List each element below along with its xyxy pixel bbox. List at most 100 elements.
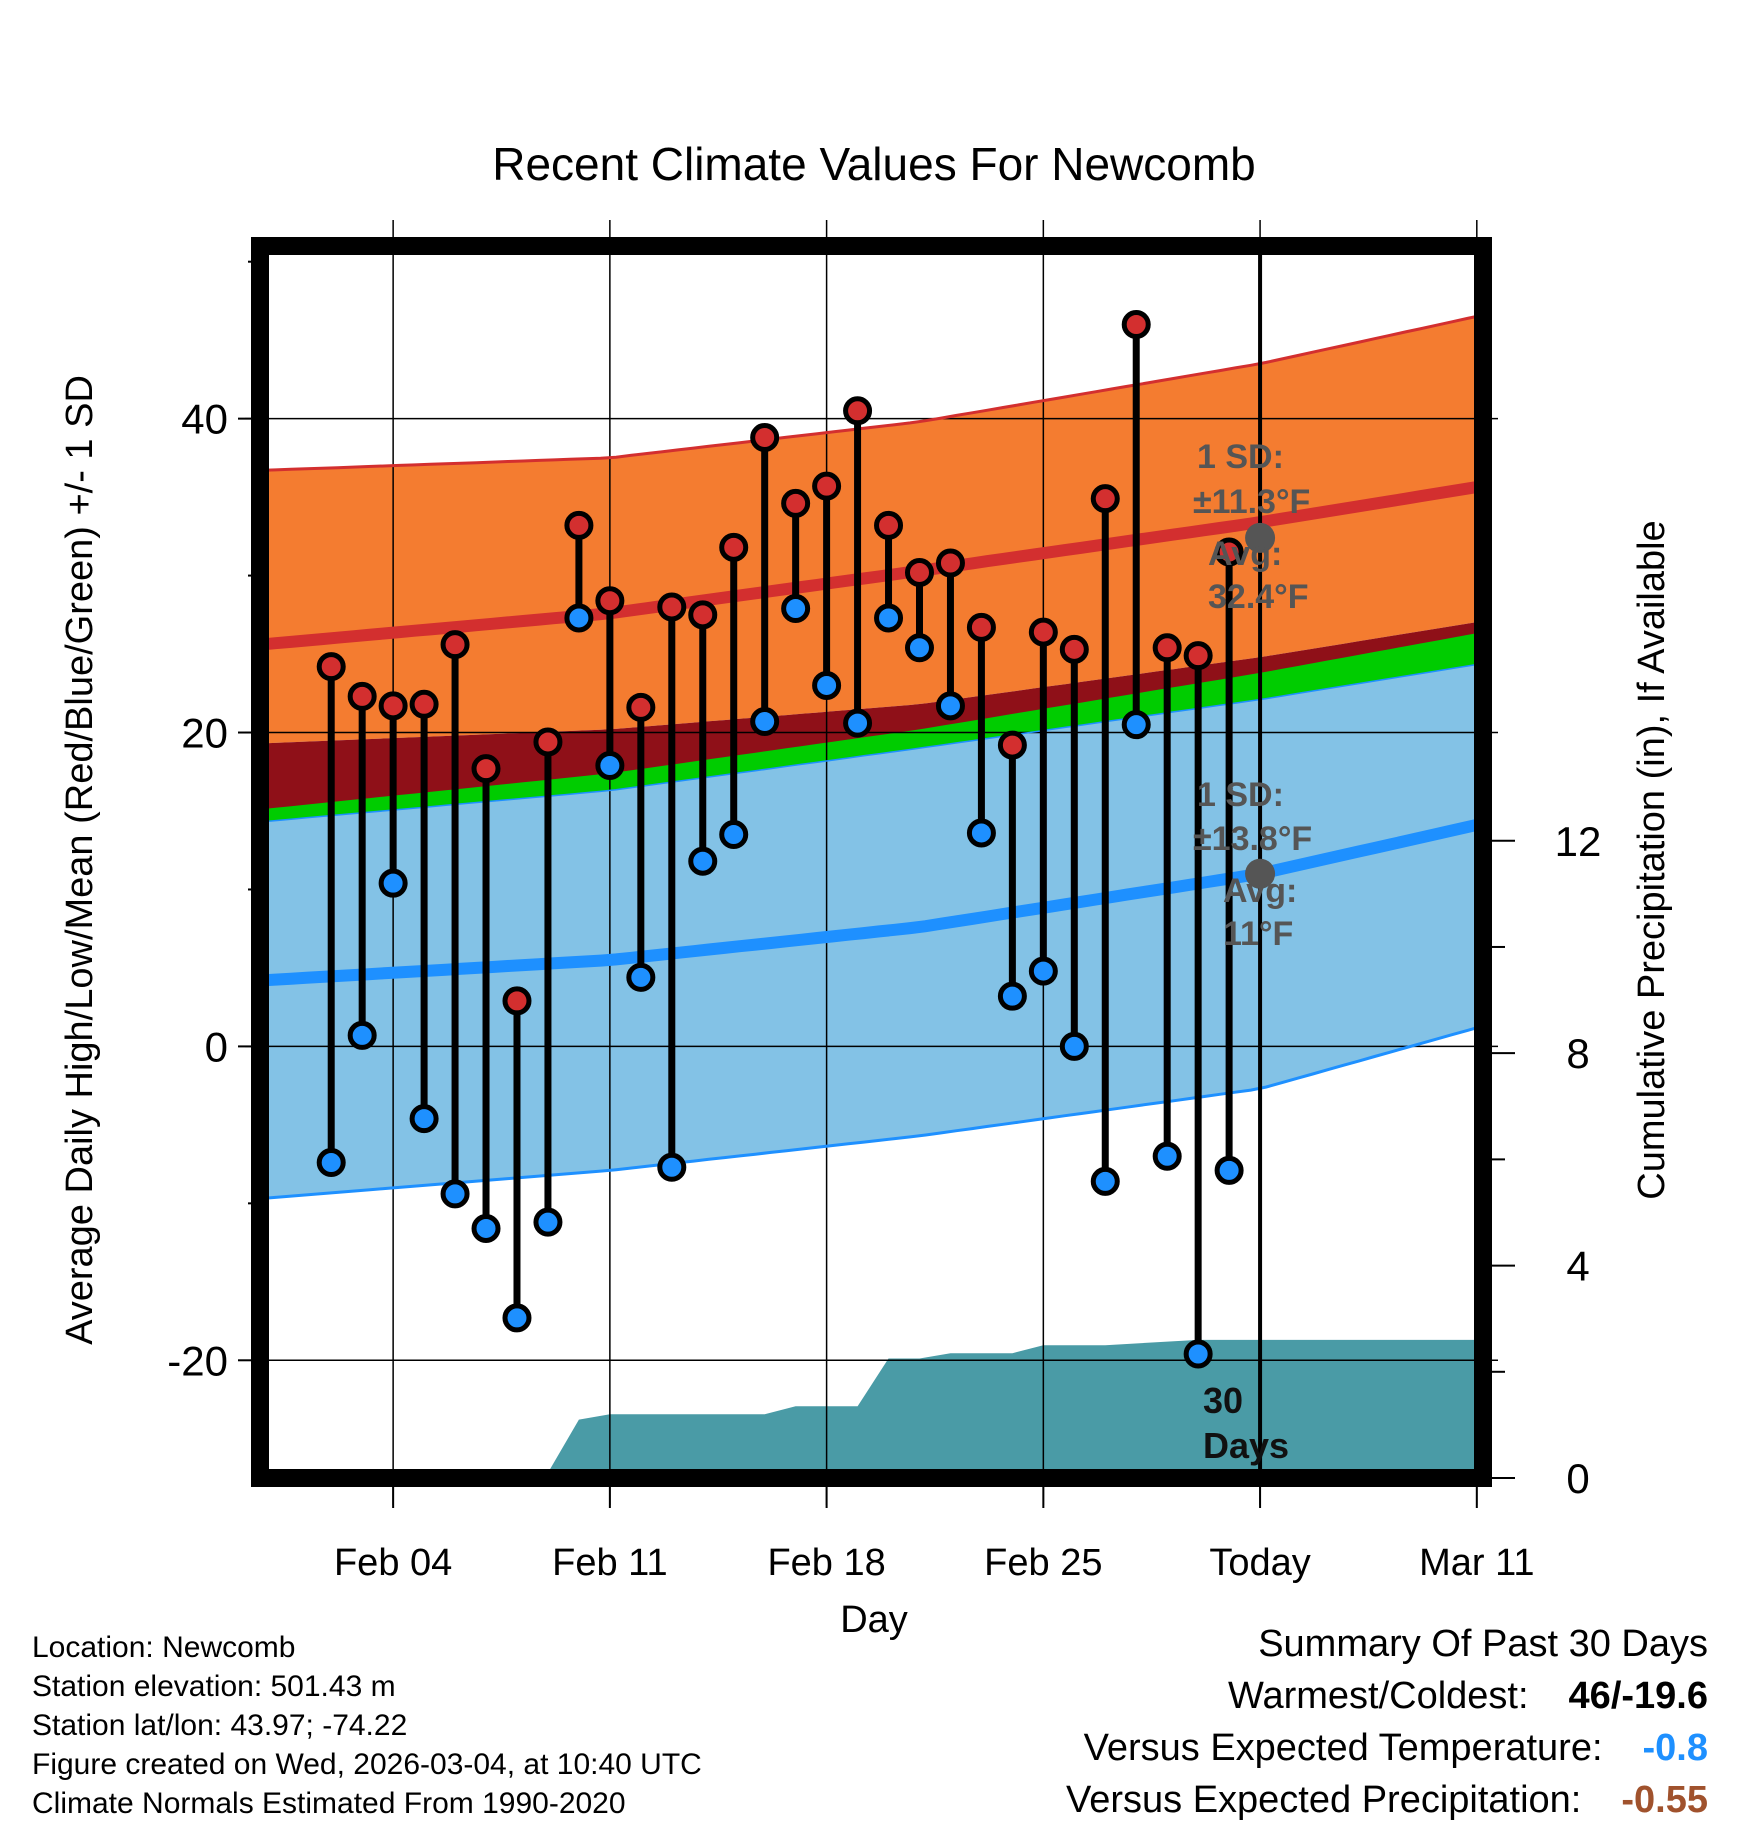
precip-fill <box>510 1339 1483 1478</box>
high-point <box>657 592 687 622</box>
normals-text: Climate Normals Estimated From 1990-2020 <box>32 1787 626 1820</box>
normal-bands <box>260 315 1483 1199</box>
days-label: Days <box>1203 1425 1289 1466</box>
low-point <box>626 962 656 992</box>
low-avg-value: 11°F <box>1223 915 1293 953</box>
high-point <box>843 396 873 426</box>
plot-border <box>251 237 1492 1487</box>
low-point <box>1152 1141 1182 1171</box>
y2-tick-label: 0 <box>1566 1455 1589 1502</box>
normal-lines <box>260 313 1483 1201</box>
high-minus-sd-line <box>260 662 1483 823</box>
temp-value: -0.8 <box>1642 1727 1708 1769</box>
high-point <box>966 612 996 642</box>
low-point <box>935 691 965 721</box>
low-point <box>657 1152 687 1182</box>
created-text: Figure created on Wed, 2026-03-04, at 10… <box>32 1748 702 1781</box>
y2-tick-label: 8 <box>1566 1030 1589 1077</box>
low-point <box>781 594 811 624</box>
y-tick-label: 0 <box>205 1023 228 1070</box>
low-point <box>874 603 904 633</box>
high-avg-value: 32.4°F <box>1208 578 1309 616</box>
summary-title: Summary Of Past 30 Days <box>1258 1623 1708 1665</box>
high-point <box>1214 537 1244 567</box>
high-point <box>688 600 718 630</box>
high-point <box>812 471 842 501</box>
precip-value: -0.55 <box>1621 1779 1708 1821</box>
axes: -20 0 20 40 0 4 8 12 Feb 04 Feb 11 Feb 18 Feb 25 Tod… <box>167 260 1602 1584</box>
high-point <box>316 652 346 682</box>
x-tick-label: Feb 04 <box>334 1542 452 1584</box>
high-point <box>564 510 594 540</box>
latlon-text: Station lat/lon: 43.97; -74.22 <box>32 1709 408 1742</box>
low-point <box>719 820 749 850</box>
x-tick-label: Today <box>1209 1542 1310 1584</box>
low-point <box>1214 1155 1244 1185</box>
chart-title: Recent Climate Values For Newcomb <box>492 138 1256 190</box>
low-point <box>843 708 873 738</box>
low-avg-dot <box>1245 858 1276 889</box>
daily-observations <box>316 309 1244 1369</box>
high-point <box>347 681 377 711</box>
normal-high-line <box>260 480 1483 651</box>
high-point <box>378 691 408 721</box>
low-sd-label: 1 SD: <box>1197 776 1284 814</box>
low-point <box>750 707 780 737</box>
high-sd-label: 1 SD: <box>1197 438 1284 476</box>
high-point <box>409 689 439 719</box>
low-point <box>502 1303 532 1333</box>
high-sd-value: ±11.3°F <box>1193 483 1310 521</box>
low-point <box>316 1148 346 1178</box>
low-point <box>471 1213 501 1243</box>
high-point <box>1059 634 1089 664</box>
location-text: Location: Newcomb <box>32 1631 296 1664</box>
low-point <box>1121 710 1151 740</box>
low-point <box>1183 1339 1213 1369</box>
low-point <box>440 1179 470 1209</box>
low-point <box>378 868 408 898</box>
x-tick-label: Mar 11 <box>1419 1542 1534 1584</box>
high-point <box>904 557 934 587</box>
x-axis-label: Day <box>840 1599 908 1641</box>
high-point <box>750 422 780 452</box>
high-point <box>1121 309 1151 339</box>
y2-tick-label: 12 <box>1555 818 1602 865</box>
low-point <box>595 750 625 780</box>
warm-cold-value: 46/-19.6 <box>1568 1675 1708 1717</box>
warm-cold-label: Warmest/Coldest: <box>1227 1675 1529 1717</box>
low-avg-label: Avg: <box>1223 872 1297 910</box>
high-avg-label: Avg: <box>1208 535 1282 573</box>
summary-panel: Summary Of Past 30 Days Warmest/Coldest:… <box>1066 1618 1708 1826</box>
high-point <box>874 510 904 540</box>
y-tick-label: 40 <box>181 396 228 443</box>
high-point <box>997 730 1027 760</box>
summary-row-temp: Versus Expected Temperature: -0.8 <box>1066 1722 1708 1774</box>
y-tick-label: -20 <box>167 1337 228 1384</box>
days-count: 30 <box>1203 1380 1243 1421</box>
high-point <box>471 754 501 784</box>
summary-row-warm-cold: Warmest/Coldest: 46/-19.6 <box>1066 1670 1708 1722</box>
annotations: 1 SD: ±11.3°F Avg: 32.4°F 1 SD: ±13.8°F Avg: 11… <box>1193 438 1312 1466</box>
low-minus-sd-line <box>260 1024 1483 1201</box>
high-plus-sd-line <box>260 313 1483 472</box>
high-avg-dot <box>1245 522 1276 553</box>
low-sd-value: ±13.8°F <box>1193 820 1312 858</box>
normal-low-line <box>260 817 1483 987</box>
y-axis-label: Average Daily High/Low/Mean (Red/Blue/Gr… <box>59 375 101 1345</box>
low-point <box>997 981 1027 1011</box>
precipitation-area <box>510 1339 1483 1478</box>
temp-label: Versus Expected Temperature: <box>1083 1727 1603 1769</box>
high-point <box>935 548 965 578</box>
high-point <box>502 986 532 1016</box>
low-point <box>904 633 934 663</box>
high-sd-band <box>260 315 1483 744</box>
x-tick-label: Feb 11 <box>552 1542 667 1584</box>
x-tick-label: Feb 18 <box>767 1542 885 1584</box>
y2-axis-label: Cumulative Precipitation (in), If Availa… <box>1631 520 1673 1199</box>
low-point <box>564 603 594 633</box>
low-point <box>812 670 842 700</box>
high-point <box>533 727 563 757</box>
high-point <box>1090 484 1120 514</box>
high-point <box>1183 641 1213 671</box>
